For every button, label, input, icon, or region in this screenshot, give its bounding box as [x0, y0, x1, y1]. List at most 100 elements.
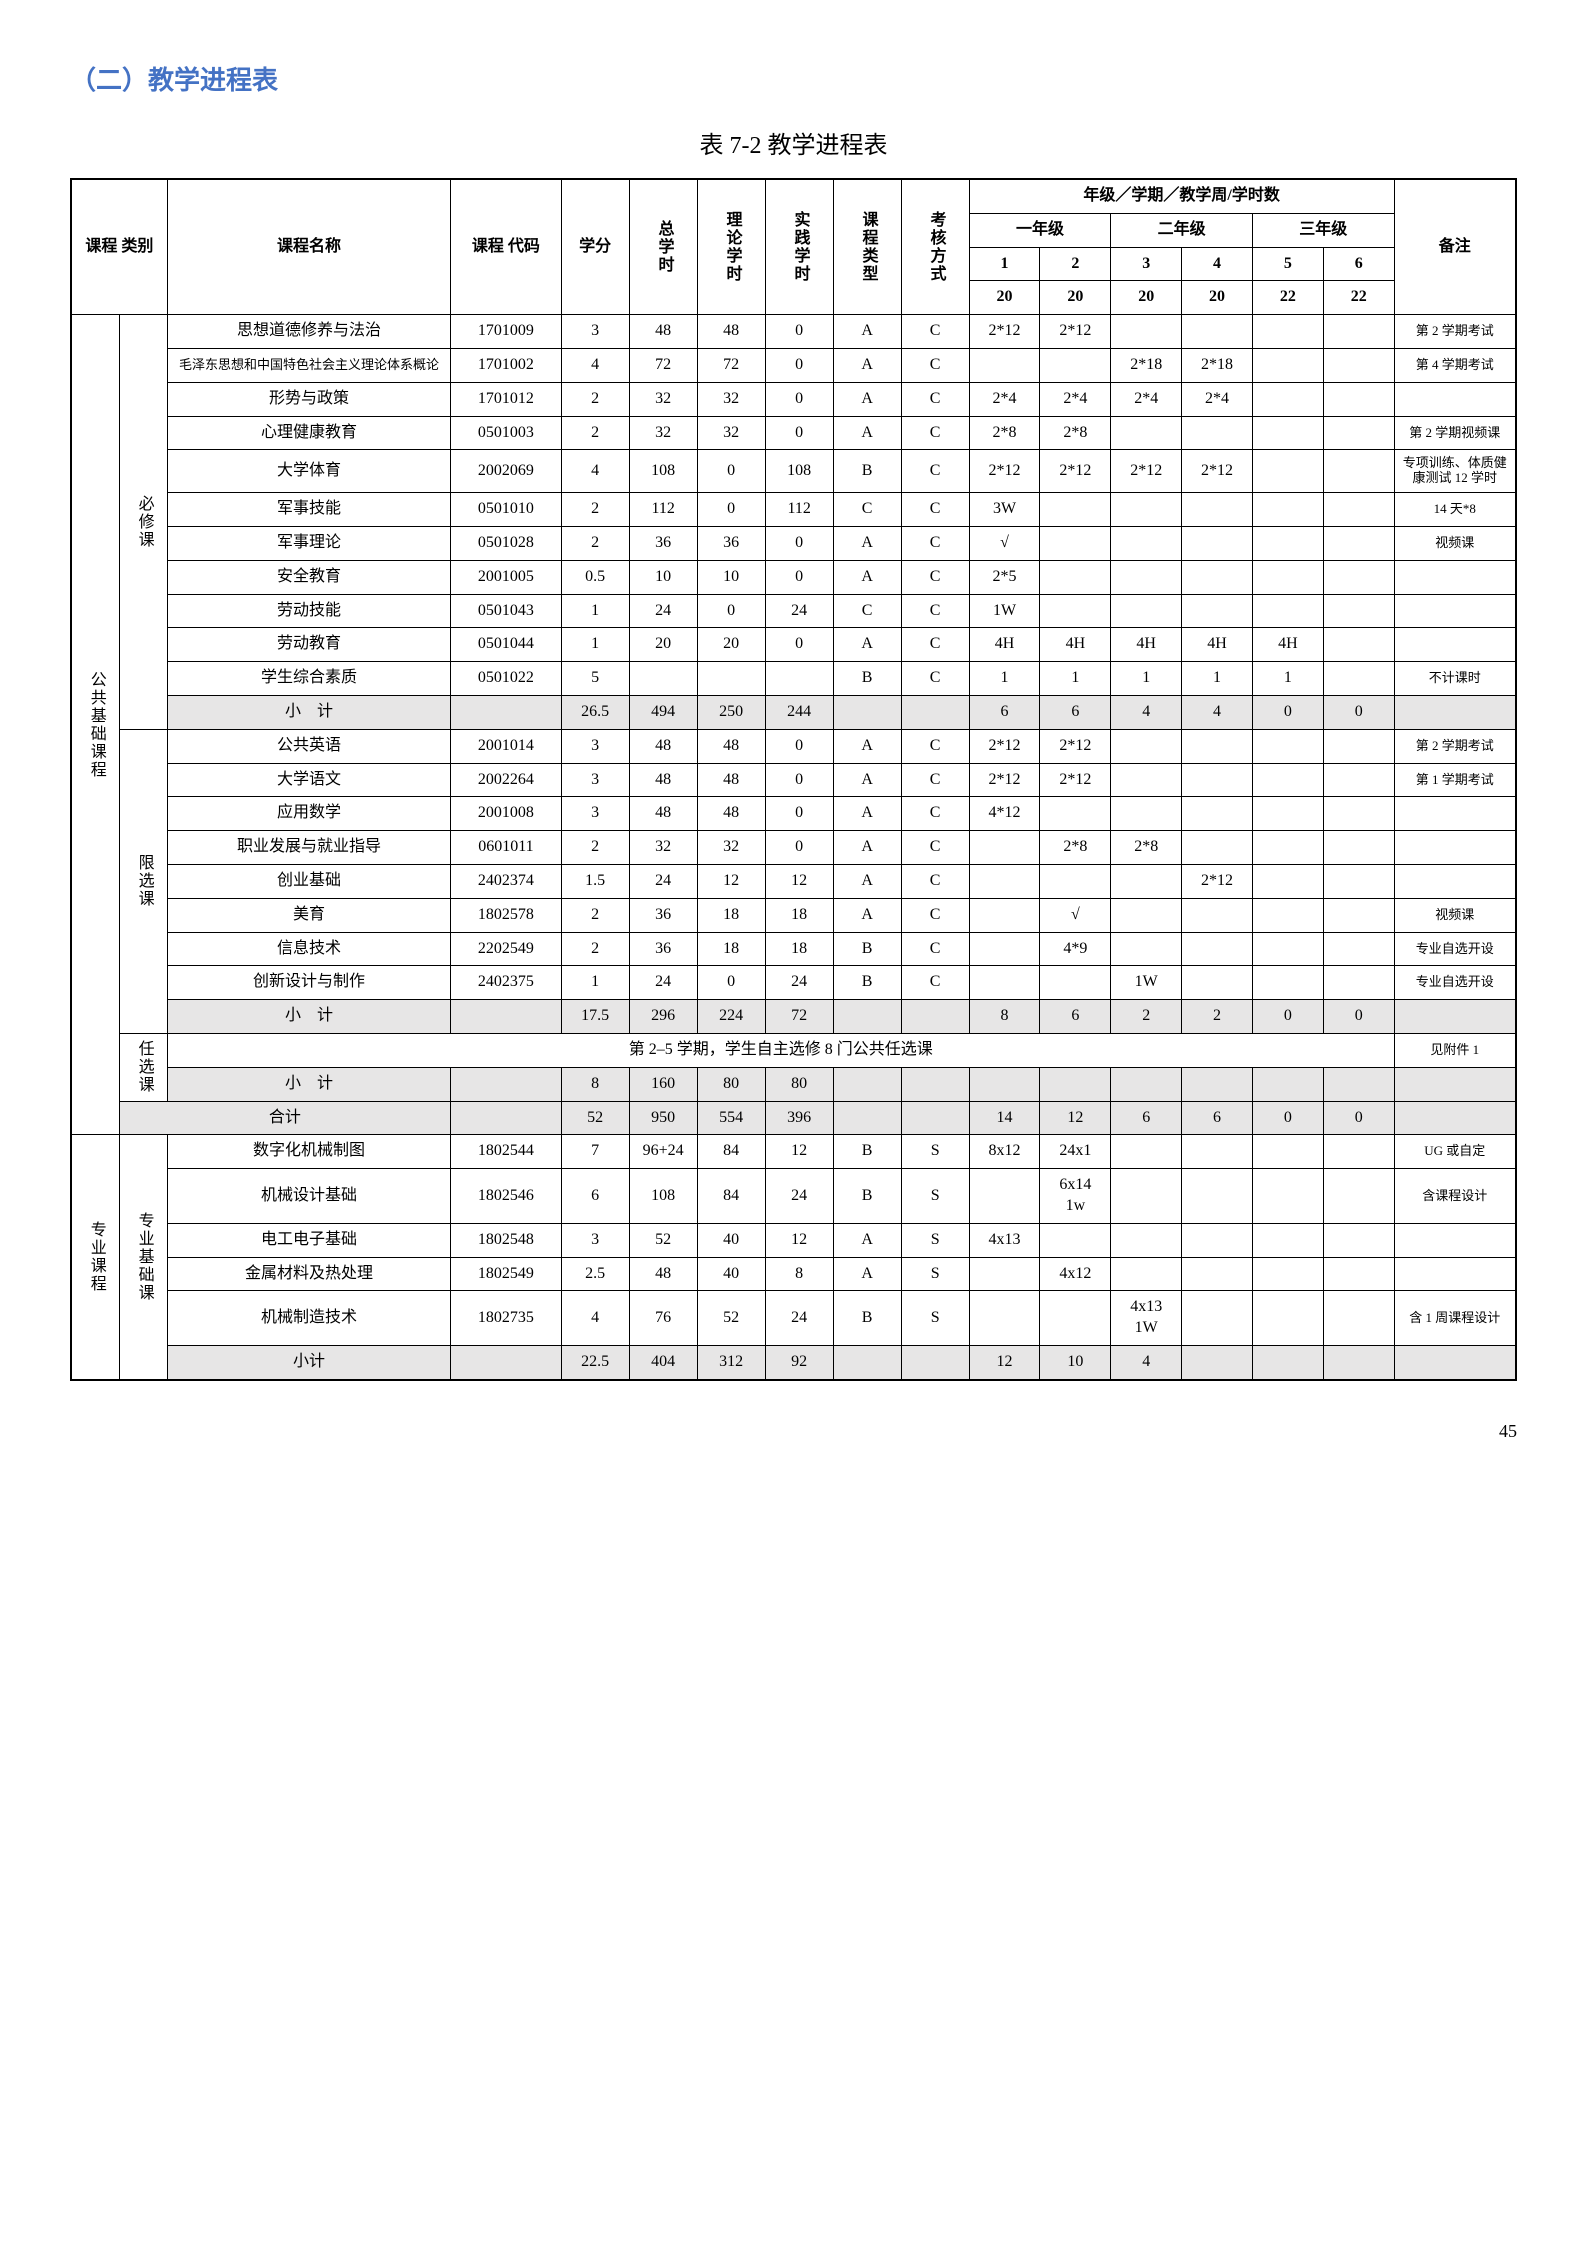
- cell-sem1: [969, 932, 1040, 966]
- cell-sem2: [1040, 797, 1111, 831]
- cell-lx: A: [833, 729, 901, 763]
- cell-remark: 视频课: [1394, 898, 1516, 932]
- cell-sem1: 2*12: [969, 729, 1040, 763]
- cell-sem6: 0: [1323, 696, 1394, 730]
- cell-remark: [1394, 560, 1516, 594]
- cell-zxs: 10: [629, 560, 697, 594]
- cell-kh: C: [901, 527, 969, 561]
- cell-zxs: 108: [629, 1169, 697, 1224]
- cell-sj: 18: [765, 898, 833, 932]
- cell-lx: B: [833, 932, 901, 966]
- cell-kh: S: [901, 1223, 969, 1257]
- cell-name: 信息技术: [167, 932, 450, 966]
- cell-sj: 8: [765, 1257, 833, 1291]
- cell-name: 金属材料及热处理: [167, 1257, 450, 1291]
- cat-xxk: 限选课: [119, 729, 167, 1033]
- cell-sem3: [1111, 932, 1182, 966]
- cell-sem2: [1040, 348, 1111, 382]
- cell-xf: 8: [561, 1067, 629, 1101]
- cell-code: [451, 1067, 562, 1101]
- cell-zxs: 76: [629, 1291, 697, 1346]
- cell-zxs: 160: [629, 1067, 697, 1101]
- cell-kh: C: [901, 594, 969, 628]
- cell-sem3: 2*12: [1111, 450, 1182, 493]
- cell-remark: [1394, 1101, 1516, 1135]
- hdr-credit: 学分: [561, 179, 629, 315]
- cell-sem4: [1182, 594, 1253, 628]
- cell-code: 2402374: [451, 865, 562, 899]
- cell-sj: 18: [765, 932, 833, 966]
- cell-sem2: 4H: [1040, 628, 1111, 662]
- cell-kh: C: [901, 763, 969, 797]
- cell-sem3: [1111, 763, 1182, 797]
- cell-sem6: [1323, 797, 1394, 831]
- cell-ll: 48: [697, 763, 765, 797]
- cell-name: 安全教育: [167, 560, 450, 594]
- cell-sem1: 8x12: [969, 1135, 1040, 1169]
- rx-note: 第 2–5 学期，学生自主选修 8 门公共任选课: [167, 1034, 1394, 1068]
- table-row: 职业发展与就业指导0601011232320AC2*82*8: [71, 831, 1516, 865]
- cell-xf: 2.5: [561, 1257, 629, 1291]
- table-row: 公共基础课程 必修课 思想道德修养与法治1701009348480AC2*122…: [71, 315, 1516, 349]
- cell-sem6: [1323, 1067, 1394, 1101]
- cell-ll: 12: [697, 865, 765, 899]
- cell-ll: 0: [697, 450, 765, 493]
- cell-sem4: [1182, 1223, 1253, 1257]
- hdr-s3: 3: [1111, 247, 1182, 281]
- cell-remark: [1394, 696, 1516, 730]
- cell-sj: 0: [765, 416, 833, 450]
- hdr-w5: 22: [1252, 281, 1323, 315]
- cell-sem3: 2*18: [1111, 348, 1182, 382]
- cell-ll: 80: [697, 1067, 765, 1101]
- cell-sj: 72: [765, 1000, 833, 1034]
- table-row: 创新设计与制作2402375124024BC1W专业自选开设: [71, 966, 1516, 1000]
- cell-remark: [1394, 797, 1516, 831]
- cell-code: [451, 696, 562, 730]
- hdr-practice: 实践学时: [765, 179, 833, 315]
- cell-sem5: [1252, 1135, 1323, 1169]
- cell-xf: 2: [561, 831, 629, 865]
- cell-kh: S: [901, 1291, 969, 1346]
- cell-lx: [833, 696, 901, 730]
- cell-ll: 20: [697, 628, 765, 662]
- cell-zxs: 48: [629, 797, 697, 831]
- table-row: 信息技术22025492361818BC4*9专业自选开设: [71, 932, 1516, 966]
- cell-ll: 18: [697, 932, 765, 966]
- cell-kh: C: [901, 493, 969, 527]
- hdr-grade-span: 年级／学期／教学周/学时数: [969, 179, 1394, 213]
- cat-rxk: 任选课: [119, 1034, 167, 1102]
- cat-ggjckc: 公共基础课程: [71, 315, 119, 1135]
- table-row: 劳动技能0501043124024CC1W: [71, 594, 1516, 628]
- hdr-theory: 理论学时: [697, 179, 765, 315]
- cell-sem5: [1252, 1067, 1323, 1101]
- cell-zxs: 36: [629, 527, 697, 561]
- cell-zxs: 108: [629, 450, 697, 493]
- cell-code: 1701002: [451, 348, 562, 382]
- cell-sem4: [1182, 315, 1253, 349]
- cell-zxs: 404: [629, 1345, 697, 1379]
- cell-name: 小 计: [167, 696, 450, 730]
- cell-sem1: [969, 831, 1040, 865]
- cell-ll: 0: [697, 966, 765, 1000]
- cell-xf: 1: [561, 594, 629, 628]
- cell-sem6: [1323, 527, 1394, 561]
- table-header: 课程 类别 课程名称 课程 代码 学分 总学时 理论学时 实践学时 课程类型 考…: [71, 179, 1516, 315]
- cell-sem4: [1182, 1291, 1253, 1346]
- cell-name: 思想道德修养与法治: [167, 315, 450, 349]
- cell-sem1: 12: [969, 1345, 1040, 1379]
- cell-sem5: [1252, 560, 1323, 594]
- cell-remark: [1394, 1345, 1516, 1379]
- cell-name: 机械设计基础: [167, 1169, 450, 1224]
- cell-sem5: [1252, 932, 1323, 966]
- cell-remark: 含 1 周课程设计: [1394, 1291, 1516, 1346]
- cell-sem4: [1182, 831, 1253, 865]
- cell-sem6: [1323, 382, 1394, 416]
- cell-sem2: 2*8: [1040, 831, 1111, 865]
- cell-lx: B: [833, 1169, 901, 1224]
- cell-remark: [1394, 831, 1516, 865]
- cell-sem3: 4: [1111, 1345, 1182, 1379]
- cell-sem6: [1323, 594, 1394, 628]
- cell-sem2: 10: [1040, 1345, 1111, 1379]
- cell-sj: 0: [765, 797, 833, 831]
- total-row: 合计5295055439614126600: [71, 1101, 1516, 1135]
